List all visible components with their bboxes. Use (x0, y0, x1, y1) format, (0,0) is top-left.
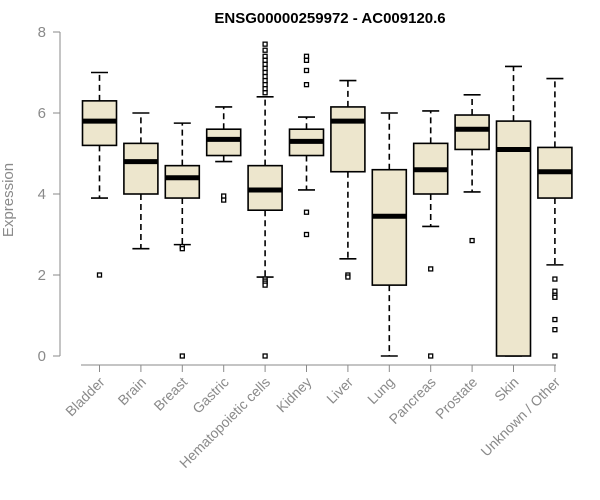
outlier-point (179, 246, 185, 252)
outlier-point (262, 41, 268, 47)
box-group (537, 77, 573, 359)
outlier-point (552, 327, 558, 333)
x-tick-label: Liver (323, 374, 356, 407)
outlier-point (428, 353, 434, 359)
box-group (495, 65, 532, 357)
box-iqr (371, 168, 408, 286)
outlier-point (552, 316, 558, 323)
outlier-point (262, 57, 268, 63)
box-group (371, 112, 408, 357)
x-tick-label: Brain (115, 374, 149, 408)
outlier-point (303, 82, 310, 88)
box-iqr (495, 120, 532, 357)
box-group (412, 110, 449, 359)
outlier-point (221, 197, 227, 203)
x-tick-label: Skin (491, 374, 522, 405)
box-iqr (205, 128, 242, 157)
y-tick-label: 0 (38, 348, 46, 365)
box-group (330, 79, 366, 280)
box-iqr (454, 114, 490, 151)
box-iqr (330, 106, 366, 173)
outlier-point (262, 77, 268, 84)
box-iqr (164, 164, 201, 199)
y-tick-label: 4 (38, 186, 46, 203)
outlier-point (469, 237, 475, 244)
x-tick-label: Lung (364, 374, 397, 407)
outlier-point (552, 294, 558, 300)
chart-title: ENSG00000259972 - AC009120.6 (214, 10, 445, 27)
y-tick-label: 8 (38, 24, 46, 41)
x-tick-label: Kidney (273, 374, 315, 416)
outlier-point (96, 272, 103, 278)
x-tick-label: Prostate (432, 374, 480, 422)
box-iqr (123, 142, 159, 195)
outlier-point (262, 47, 268, 53)
outlier-point (262, 282, 268, 288)
boxes-group (81, 41, 573, 359)
outlier-point (262, 353, 268, 359)
outlier-point (262, 65, 268, 72)
box-group (288, 53, 325, 238)
box-group (454, 93, 490, 244)
box-group (81, 71, 118, 278)
outlier-point (221, 193, 227, 199)
y-axis-ticks: 0 2 4 6 8 (38, 24, 60, 365)
y-tick-label: 6 (38, 105, 46, 122)
outlier-point (428, 266, 434, 272)
outlier-point (303, 231, 310, 238)
outlier-point (552, 276, 558, 282)
outlier-point (262, 86, 268, 92)
box-group (205, 106, 242, 203)
box-group (164, 122, 201, 359)
y-tick-label: 2 (38, 267, 46, 284)
y-axis-label: Expression (0, 163, 17, 237)
outlier-point (303, 57, 310, 63)
box-group (123, 112, 159, 250)
outlier-point (303, 67, 310, 74)
outlier-point (345, 274, 351, 280)
outlier-point (303, 209, 310, 215)
box-group (247, 41, 283, 359)
outlier-point (552, 353, 558, 359)
outlier-point (179, 353, 185, 359)
x-tick-label: Bladder (62, 374, 108, 420)
outlier-point (262, 69, 268, 76)
x-tick-label: Breast (150, 374, 190, 414)
outlier-point (262, 90, 268, 96)
x-tick-label: Unknown / Other (477, 374, 563, 460)
